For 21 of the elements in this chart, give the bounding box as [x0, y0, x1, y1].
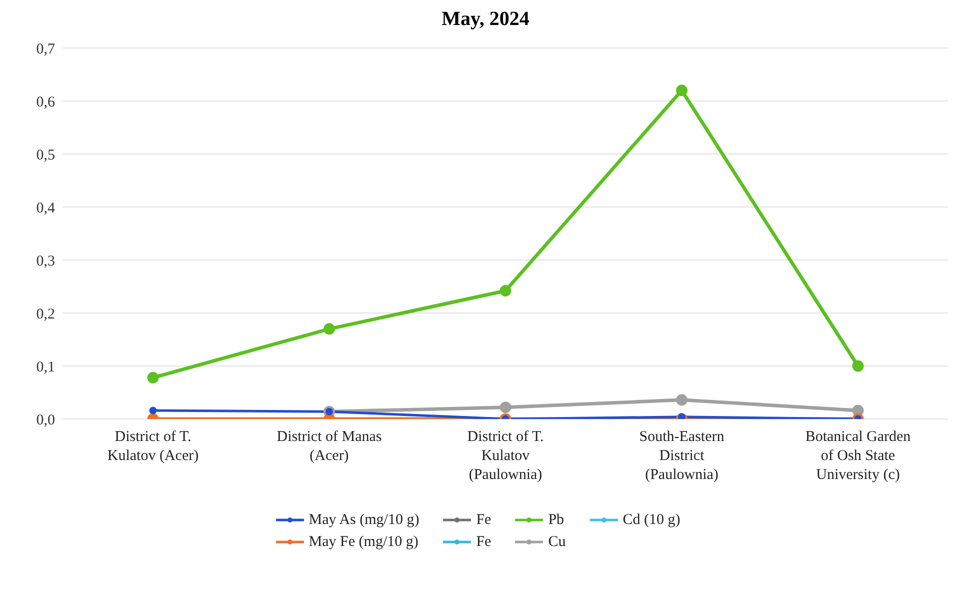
- legend-label: Fe: [476, 512, 492, 528]
- x-tick-label: District of T. Kulatov (Acer): [107, 429, 199, 464]
- y-tick-label: 0,6: [36, 94, 56, 110]
- legend-label: Cd (10 g): [622, 512, 680, 528]
- chart-title: May, 2024: [440, 8, 530, 32]
- y-tick-label: 0,4: [36, 200, 56, 216]
- y-tick-label: 0,3: [36, 253, 55, 270]
- y-tick-label: 0,1: [36, 359, 55, 376]
- x-tick-label: District of Manas (Acer): [276, 429, 382, 464]
- y-tick-label: 0,7: [36, 41, 56, 58]
- y-tick-label: 0,5: [36, 147, 55, 164]
- legend-label: Cu: [548, 534, 566, 550]
- legend-label: Pb: [548, 512, 564, 528]
- x-tick-label: District of T. Kulatov (Paulownia): [467, 429, 544, 483]
- legend-label: May As (mg/10 g): [308, 512, 420, 528]
- y-tick-label: 0,0: [36, 412, 55, 428]
- legend-label: Fe: [476, 534, 492, 550]
- legend-label: May Fe (mg/10 g): [308, 534, 418, 550]
- y-tick-label: 0,2: [36, 306, 55, 322]
- x-tick-label: South-Eastern District (Paulownia): [639, 429, 725, 483]
- x-tick-label: Botanical Garden of Osh State University (c): [805, 429, 912, 483]
